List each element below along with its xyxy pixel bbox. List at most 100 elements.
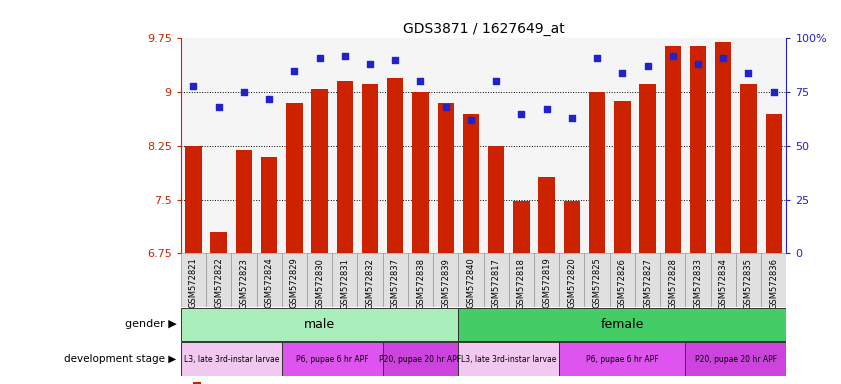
Text: GSM572832: GSM572832 (366, 258, 374, 309)
Bar (559, 343, 685, 376)
Bar (383, 253, 408, 307)
Bar (610, 253, 635, 307)
Bar (261, 157, 278, 253)
Text: GSM572819: GSM572819 (542, 258, 551, 308)
Point (515, 111, 528, 117)
Point (717, 55, 730, 61)
Bar (412, 92, 429, 253)
Bar (206, 253, 231, 307)
Point (313, 55, 326, 61)
Bar (639, 84, 656, 253)
Bar (231, 253, 257, 307)
Bar (660, 253, 685, 307)
Bar (458, 343, 559, 376)
Text: male: male (304, 318, 336, 331)
Point (540, 106, 553, 113)
Text: L3, late 3rd-instar larvae: L3, late 3rd-instar larvae (183, 354, 279, 364)
Text: GSM572838: GSM572838 (416, 258, 425, 309)
Bar (185, 146, 202, 253)
Bar (614, 101, 631, 253)
Bar (584, 253, 610, 307)
Point (439, 104, 452, 110)
Point (338, 53, 352, 59)
Bar (589, 92, 606, 253)
Bar (307, 253, 332, 307)
Bar (336, 81, 353, 253)
Point (590, 55, 604, 61)
Bar (509, 253, 534, 307)
Text: GSM572834: GSM572834 (719, 258, 727, 309)
Point (742, 70, 755, 76)
Bar (332, 253, 357, 307)
Text: GSM572828: GSM572828 (669, 258, 677, 309)
Bar (311, 89, 328, 253)
Bar (383, 343, 458, 376)
Bar (282, 253, 307, 307)
Bar (488, 146, 505, 253)
Bar (437, 103, 454, 253)
Text: GSM572817: GSM572817 (492, 258, 500, 309)
Point (187, 83, 200, 89)
Text: GSM572818: GSM572818 (517, 258, 526, 309)
Text: P6, pupae 6 hr APF: P6, pupae 6 hr APF (586, 354, 659, 364)
Bar (257, 253, 282, 307)
Bar (282, 343, 383, 376)
Bar (513, 201, 530, 253)
Bar (715, 42, 732, 253)
Bar (761, 253, 786, 307)
Point (288, 68, 301, 74)
Text: GSM572820: GSM572820 (568, 258, 576, 308)
Bar (286, 103, 303, 253)
Bar (740, 84, 757, 253)
Bar (181, 253, 206, 307)
Bar (433, 253, 458, 307)
Text: GSM572826: GSM572826 (618, 258, 627, 309)
Bar (408, 253, 433, 307)
Point (414, 78, 427, 84)
Text: GSM572823: GSM572823 (240, 258, 248, 309)
Point (363, 61, 377, 67)
Point (389, 57, 402, 63)
Bar (538, 177, 555, 253)
Text: GSM572839: GSM572839 (442, 258, 450, 309)
Point (212, 104, 225, 110)
Text: P20, pupae 20 hr APF: P20, pupae 20 hr APF (695, 354, 777, 364)
Point (666, 53, 680, 59)
Text: GSM572835: GSM572835 (744, 258, 753, 309)
Text: P20, pupae 20 hr APF: P20, pupae 20 hr APF (379, 354, 462, 364)
Point (691, 61, 705, 67)
Bar (685, 253, 711, 307)
Text: GSM572829: GSM572829 (290, 258, 299, 308)
Text: GSM572836: GSM572836 (770, 258, 778, 309)
Bar (181, 343, 282, 376)
Bar (635, 253, 660, 307)
Text: GSM572827: GSM572827 (643, 258, 652, 309)
Point (565, 115, 579, 121)
Bar (736, 253, 761, 307)
Text: GSM572830: GSM572830 (315, 258, 324, 309)
Point (464, 117, 478, 123)
Point (489, 78, 503, 84)
Text: GSM572831: GSM572831 (341, 258, 349, 309)
Point (767, 89, 780, 95)
Text: GSM572840: GSM572840 (467, 258, 475, 308)
Bar (235, 149, 252, 253)
Point (237, 89, 251, 95)
Bar (193, 382, 201, 384)
Point (641, 63, 654, 70)
Text: P6, pupae 6 hr APF: P6, pupae 6 hr APF (296, 354, 368, 364)
Point (616, 70, 629, 76)
Bar (458, 253, 484, 307)
Bar (357, 253, 383, 307)
Text: GSM572824: GSM572824 (265, 258, 273, 308)
Bar (664, 46, 681, 253)
Bar (181, 308, 458, 341)
Title: GDS3871 / 1627649_at: GDS3871 / 1627649_at (403, 22, 564, 36)
Bar (690, 46, 706, 253)
Bar (463, 114, 479, 253)
Text: GSM572822: GSM572822 (214, 258, 223, 308)
Bar (534, 253, 559, 307)
Text: gender ▶: gender ▶ (124, 319, 177, 329)
Text: GSM572825: GSM572825 (593, 258, 601, 308)
Text: L3, late 3rd-instar larvae: L3, late 3rd-instar larvae (461, 354, 557, 364)
